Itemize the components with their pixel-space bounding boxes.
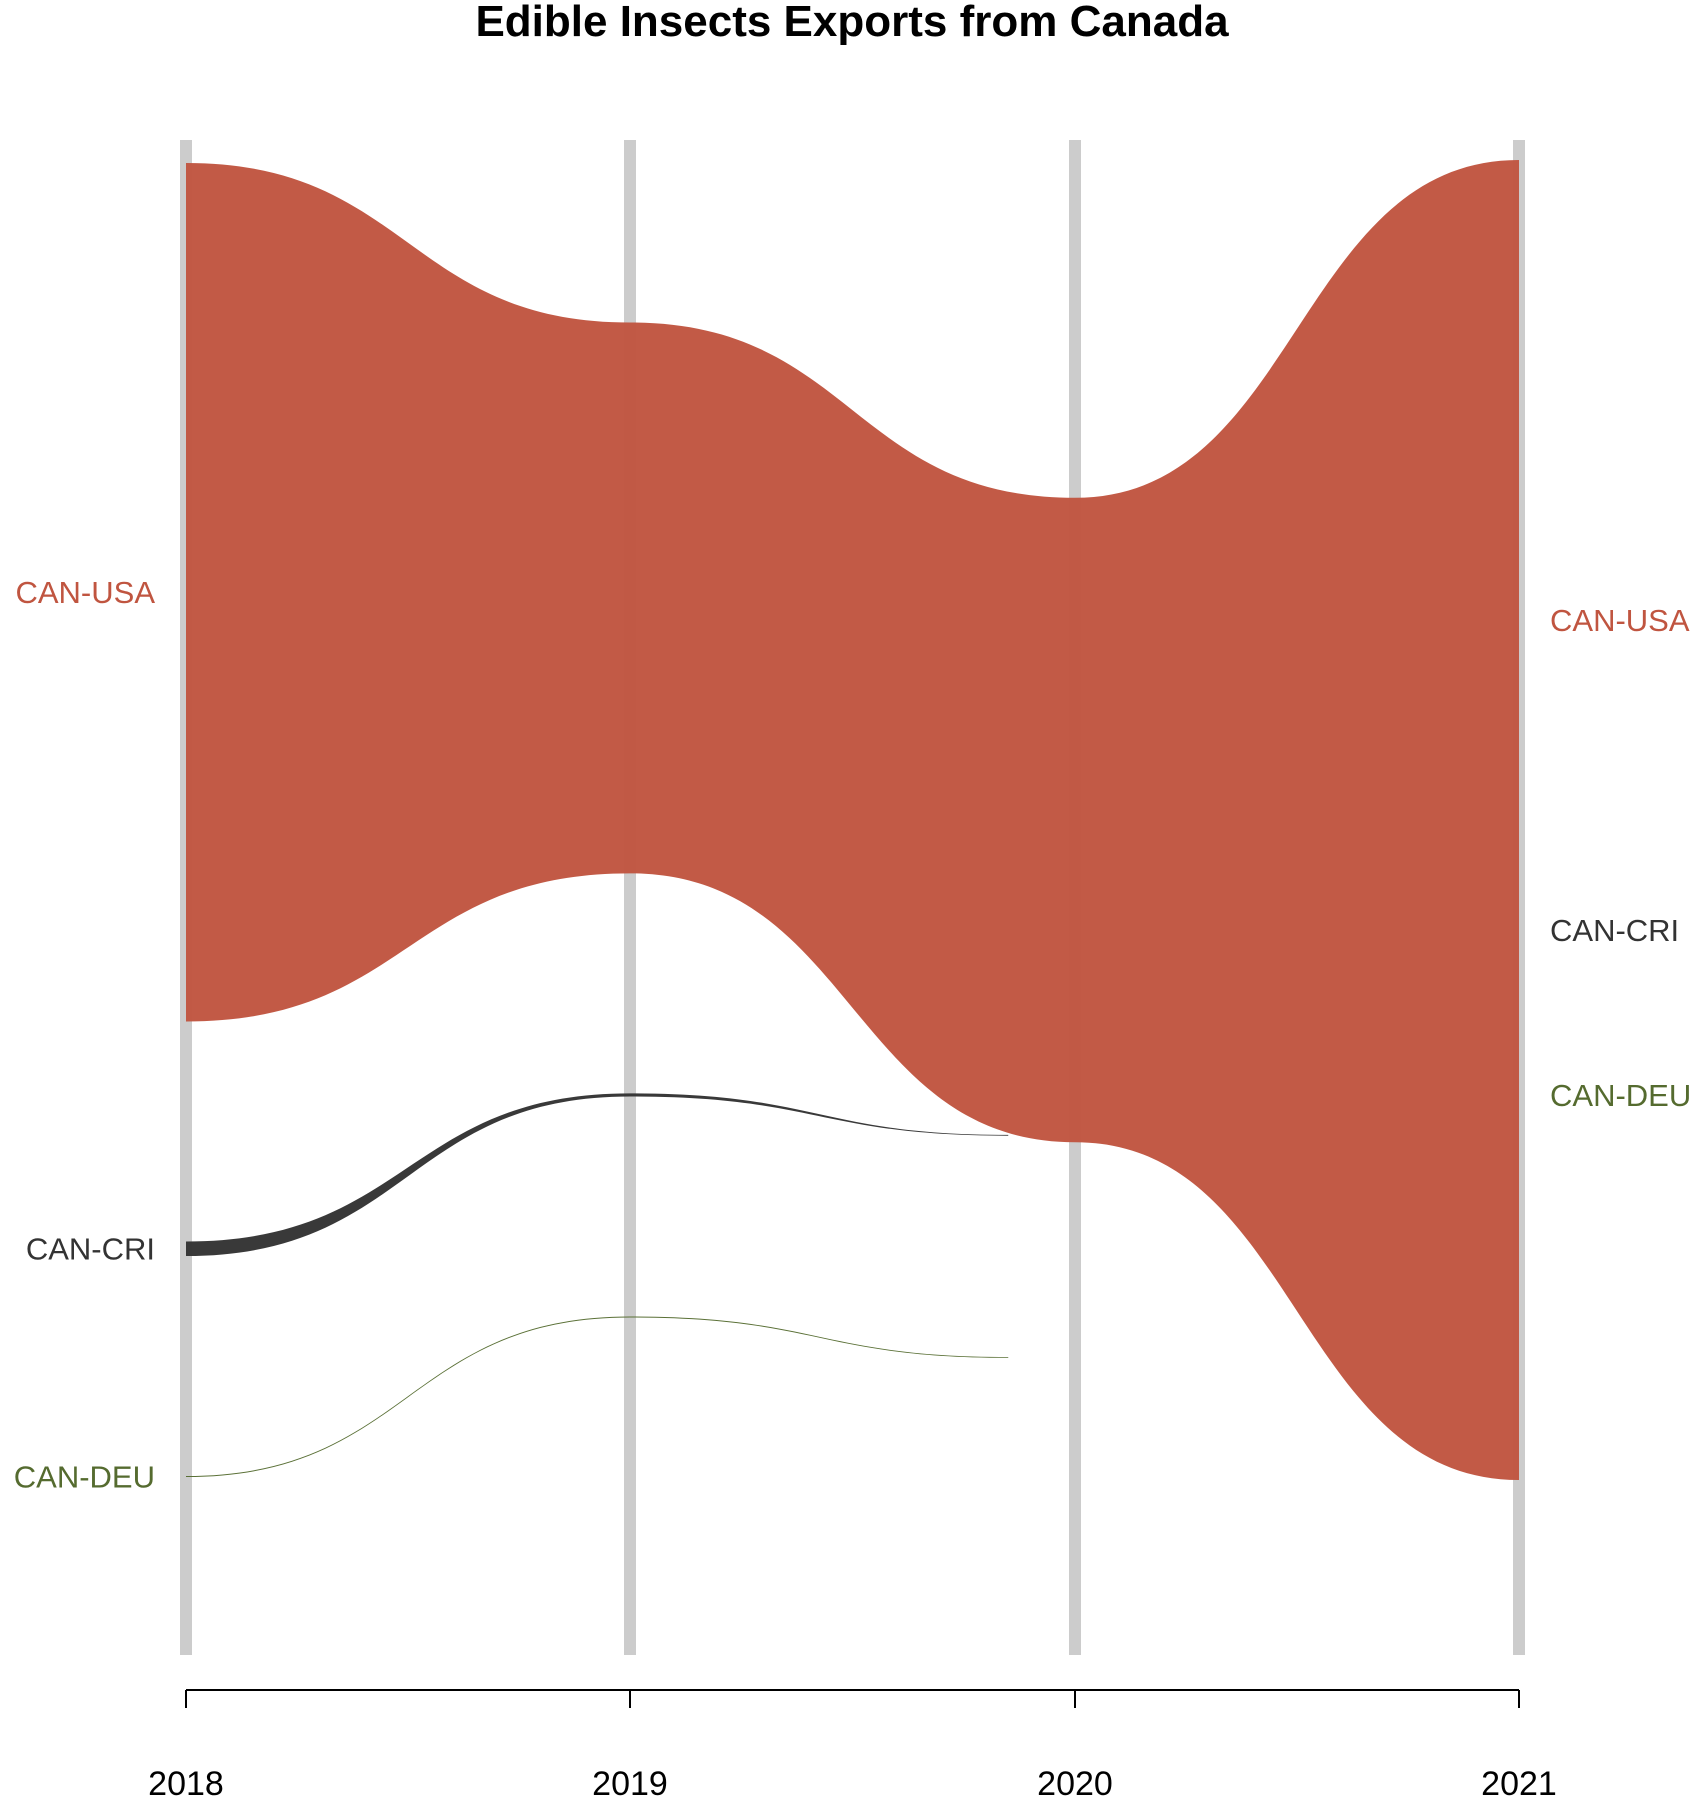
flow-can-cri-2019-2020 xyxy=(630,1093,1009,1136)
x-tick-label-2020: 2020 xyxy=(1037,1765,1113,1799)
right-label-can-cri: CAN-CRI xyxy=(1550,913,1679,948)
left-label-can-usa: CAN-USA xyxy=(15,575,155,610)
x-tick-label-2018: 2018 xyxy=(148,1765,224,1799)
flow-can-usa-2018-2019 xyxy=(186,162,630,1022)
flow-can-usa-2019-2020 xyxy=(630,322,1075,1143)
chart-title: Edible Insects Exports from Canada xyxy=(475,0,1229,46)
left-label-can-cri: CAN-CRI xyxy=(26,1232,155,1267)
x-tick-label-2021: 2021 xyxy=(1481,1765,1557,1799)
x-axis: 2018 2019 2020 2021 xyxy=(148,1689,1557,1799)
flow-can-deu-2019-2020 xyxy=(630,1316,1009,1358)
flow-layer xyxy=(186,160,1519,1480)
right-label-can-deu: CAN-DEU xyxy=(1550,1078,1691,1113)
flow-can-deu-2018-2019 xyxy=(186,1316,630,1478)
series-labels: CAN-USA CAN-CRI CAN-DEU CAN-USA CAN-CRI CAN-D… xyxy=(14,575,1691,1494)
x-tick-label-2019: 2019 xyxy=(592,1765,668,1799)
left-label-can-deu: CAN-DEU xyxy=(14,1460,155,1495)
right-label-can-usa: CAN-USA xyxy=(1550,603,1690,638)
flow-can-usa-2020-2021 xyxy=(1075,160,1519,1480)
flow-can-cri-2018-2019 xyxy=(186,1093,630,1257)
